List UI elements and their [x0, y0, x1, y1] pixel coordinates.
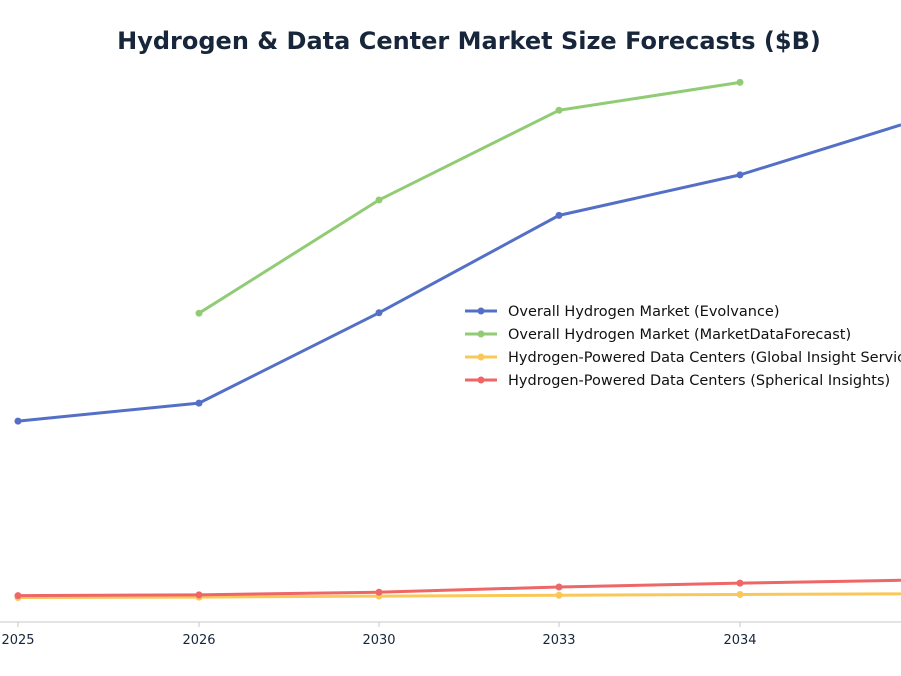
data-point[interactable]	[736, 78, 744, 86]
legend-item[interactable]: Overall Hydrogen Market (Evolvance)	[465, 304, 780, 320]
data-point[interactable]	[736, 590, 744, 598]
data-point[interactable]	[375, 588, 383, 596]
chart-title: Hydrogen & Data Center Market Size Forec…	[117, 27, 821, 55]
x-tick-label: 2025	[1, 633, 34, 648]
data-point[interactable]	[736, 171, 744, 179]
data-point[interactable]	[375, 309, 383, 317]
legend-swatch-dot	[477, 307, 485, 315]
data-point[interactable]	[375, 196, 383, 204]
data-point[interactable]	[555, 106, 563, 114]
series-4	[14, 578, 901, 600]
legend-item[interactable]: Overall Hydrogen Market (MarketDataForec…	[465, 327, 851, 343]
legend-label: Hydrogen-Powered Data Centers (Spherical…	[508, 373, 890, 389]
series-line	[198, 80, 741, 315]
x-tick-label: 2026	[182, 633, 215, 648]
legend-label: Overall Hydrogen Market (MarketDataForec…	[508, 327, 851, 343]
legend-item[interactable]: Hydrogen-Powered Data Centers (Global In…	[465, 350, 901, 366]
legend-swatch-dot	[477, 376, 485, 384]
x-tick-label: 2030	[362, 633, 395, 648]
legend-label: Hydrogen-Powered Data Centers (Global In…	[508, 350, 901, 366]
data-point[interactable]	[555, 583, 563, 591]
data-point[interactable]	[195, 399, 203, 407]
legend-swatch-dot	[477, 330, 485, 338]
data-point[interactable]	[555, 591, 563, 599]
series-layer	[14, 78, 901, 601]
series-2	[195, 78, 744, 317]
series-line	[17, 592, 901, 599]
data-point[interactable]	[14, 592, 22, 600]
data-point[interactable]	[736, 579, 744, 587]
legend-item[interactable]: Hydrogen-Powered Data Centers (Spherical…	[465, 373, 890, 389]
legend: Overall Hydrogen Market (Evolvance) Overa…	[465, 304, 901, 389]
x-tick-label: 2033	[542, 633, 575, 648]
legend-swatch-dot	[477, 353, 485, 361]
x-axis-ticks: 2025 2026 2030 2033 2034	[1, 622, 757, 648]
series-line	[17, 578, 901, 598]
data-point[interactable]	[195, 309, 203, 317]
series-line	[17, 123, 901, 423]
data-point[interactable]	[195, 591, 203, 599]
legend-label: Overall Hydrogen Market (Evolvance)	[508, 304, 780, 320]
data-point[interactable]	[555, 211, 563, 219]
x-tick-label: 2034	[723, 633, 756, 648]
series-1	[14, 123, 901, 425]
data-point[interactable]	[14, 417, 22, 425]
